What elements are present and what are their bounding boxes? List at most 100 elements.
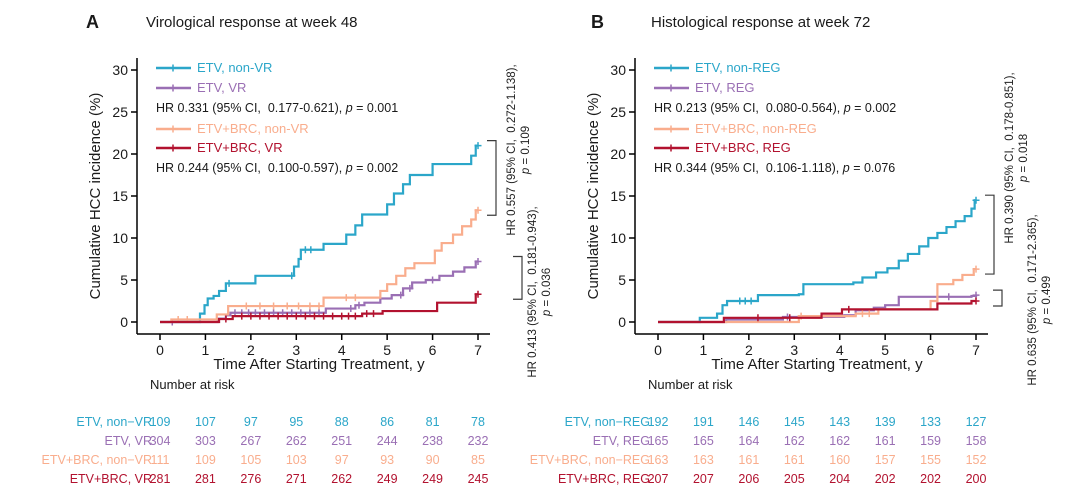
legend-censor-sample [169,144,177,152]
y-tick-label: 30 [610,62,626,78]
risk-count: 161 [783,453,805,467]
y-tick-label: 25 [112,104,128,120]
risk-count: 162 [829,434,851,448]
risk-count: 158 [965,434,987,448]
censor-mark [972,196,980,204]
risk-count: 109 [194,453,216,467]
risk-row-label: ETV+BRC, REG [557,472,650,486]
censor-mark [342,294,350,302]
censor-mark [225,279,233,287]
x-tick-label: 7 [972,342,980,358]
km-curve [160,144,479,324]
risk-count: 202 [920,472,941,486]
x-tick-label: 0 [654,342,662,358]
risk-count: 207 [647,472,669,486]
legend-label: ETV, VR [197,80,247,95]
risk-count: 127 [965,415,987,429]
risk-count: 262 [331,472,353,486]
censor-mark [222,315,230,323]
risk-count: 207 [692,472,714,486]
legend-censor-sample [169,84,177,92]
hr-annotation: HR 0.635 (95% CI, 0.171-2.365), p = 0.499 [1027,214,1053,386]
risk-count: 162 [783,434,805,448]
risk-count: 276 [240,472,262,486]
censor-mark [351,294,359,302]
censor-mark [351,312,359,320]
legend-censor-sample [667,64,675,72]
risk-count: 163 [692,453,714,467]
risk-count: 163 [647,453,669,467]
x-tick-label: 3 [790,342,798,358]
x-tick-label: 2 [745,342,753,358]
risk-count: 146 [738,415,760,429]
censor-mark [355,301,363,309]
censor-mark [306,302,314,310]
x-tick-label: 4 [338,342,346,358]
risk-row-label: ETV, non−REG [564,415,650,429]
x-tick-label: 5 [383,342,391,358]
risk-count: 157 [874,453,896,467]
risk-row-label: ETV+BRC, non−VR [41,453,152,467]
censor-mark [295,302,303,310]
censor-mark [858,310,866,318]
censor-mark [972,297,980,305]
comparison-bracket [487,140,497,216]
risk-count: 143 [829,415,851,429]
panel-b-ylabel: Cumulative HCC incidence (%) [585,92,602,300]
y-tick-label: 15 [610,188,626,204]
censor-mark [474,206,482,214]
risk-count: 204 [829,472,851,486]
comparison-bracket [985,194,995,275]
censor-mark [429,276,437,284]
censor-mark [786,314,794,322]
risk-row-label: ETV, VR [104,434,152,448]
risk-count: 161 [874,434,896,448]
km-curve [160,209,479,324]
km-curve [658,299,977,324]
y-tick-label: 20 [112,146,128,162]
x-tick-label: 1 [700,342,708,358]
panel-a-risk-header: Number at risk [150,377,235,392]
risk-count: 133 [920,415,941,429]
risk-count: 238 [422,434,443,448]
censor-mark [238,312,246,320]
censor-mark [474,142,482,150]
risk-count: 86 [380,415,395,429]
y-tick-label: 0 [120,314,128,330]
risk-count: 191 [692,415,714,429]
censor-mark [310,312,318,320]
x-tick-label: 5 [881,342,889,358]
panel-b-risk-header: Number at risk [648,377,733,392]
risk-count: 155 [920,453,941,467]
censor-mark [474,258,482,266]
censor-mark [315,302,323,310]
censor-mark [242,302,250,310]
panel-b-xlabel: Time After Starting Treatment, y [711,356,923,373]
km-curve [658,199,977,324]
risk-count: 202 [874,472,896,486]
legend-hr-stat: HR 0.244 (95% CI, 0.100-0.597), p = 0.00… [156,161,399,175]
legend-label: ETV+BRC, VR [197,140,283,155]
risk-count: 249 [422,472,443,486]
censor-mark [363,310,371,318]
y-tick-label: 25 [610,104,626,120]
legend-hr-stat: HR 0.344 (95% CI, 0.106-1.118), p = 0.07… [654,161,896,175]
panel-a-title: Virological response at week 48 [146,14,358,31]
risk-count: 164 [738,434,760,448]
censor-mark [288,272,296,280]
risk-count: 165 [692,434,714,448]
censor-mark [347,305,355,313]
censor-mark [283,312,291,320]
risk-row-label: ETV, non−VR [76,415,152,429]
x-tick-label: 6 [429,342,437,358]
legend-censor-sample [667,125,675,133]
legend-censor-sample [169,64,177,72]
risk-count: 249 [376,472,398,486]
km-curve [160,293,479,324]
censor-mark [747,297,755,305]
x-tick-label: 7 [474,342,482,358]
legend-censor-sample [667,84,675,92]
censor-mark [265,312,273,320]
censor-mark [274,312,282,320]
